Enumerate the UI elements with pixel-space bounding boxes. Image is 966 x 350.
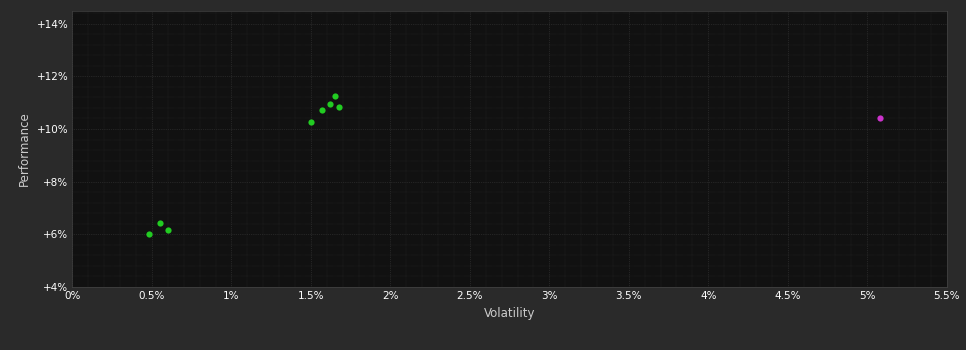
X-axis label: Volatility: Volatility [484,307,535,320]
Point [153,220,168,226]
Point [327,93,343,99]
Point [303,119,319,125]
Point [314,107,329,113]
Point [141,231,156,237]
Y-axis label: Performance: Performance [18,111,31,186]
Point [872,115,888,121]
Point [160,227,176,232]
Point [323,101,338,107]
Point [331,105,347,110]
